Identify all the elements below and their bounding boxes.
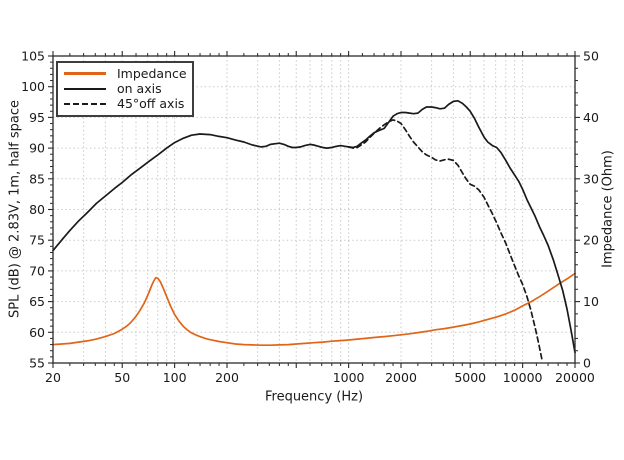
svg-text:50: 50 bbox=[583, 49, 599, 64]
svg-text:40: 40 bbox=[583, 110, 599, 125]
legend-item-impedance: Impedance bbox=[64, 66, 187, 81]
svg-text:1000: 1000 bbox=[333, 370, 365, 385]
y-right-axis-title: Impedance (Ohm) bbox=[600, 150, 616, 268]
svg-text:10000: 10000 bbox=[503, 370, 543, 385]
svg-text:2000: 2000 bbox=[385, 370, 417, 385]
svg-text:105: 105 bbox=[21, 49, 45, 64]
svg-text:65: 65 bbox=[29, 294, 45, 309]
svg-text:20000: 20000 bbox=[555, 370, 595, 385]
svg-text:0: 0 bbox=[583, 356, 591, 371]
svg-text:10: 10 bbox=[583, 294, 599, 309]
svg-text:200: 200 bbox=[215, 370, 239, 385]
svg-text:85: 85 bbox=[29, 171, 45, 186]
svg-text:100: 100 bbox=[163, 370, 187, 385]
svg-text:20: 20 bbox=[583, 233, 599, 248]
svg-text:70: 70 bbox=[29, 263, 45, 278]
off-axis-line-swatch bbox=[64, 102, 106, 105]
svg-text:75: 75 bbox=[29, 233, 45, 248]
svg-text:5000: 5000 bbox=[454, 370, 486, 385]
legend-item-off-axis: 45°off axis bbox=[64, 96, 186, 111]
svg-text:80: 80 bbox=[29, 202, 45, 217]
legend-label-off-axis: 45°off axis bbox=[117, 96, 185, 111]
y-left-axis-title: SPL (dB) @ 2.83V, 1m, half space bbox=[7, 99, 23, 319]
legend-item-on-axis: on axis bbox=[64, 81, 186, 96]
svg-text:95: 95 bbox=[29, 110, 45, 125]
svg-text:55: 55 bbox=[29, 356, 45, 371]
svg-text:50: 50 bbox=[114, 370, 130, 385]
legend-label-impedance: Impedance bbox=[117, 66, 187, 81]
on-axis-line-swatch bbox=[64, 87, 106, 90]
legend-label-on-axis: on axis bbox=[117, 81, 162, 96]
svg-text:100: 100 bbox=[21, 79, 45, 94]
svg-text:30: 30 bbox=[583, 171, 599, 186]
legend: Impedance on axis 45°off axis bbox=[56, 61, 194, 117]
impedance-line-swatch bbox=[64, 72, 106, 75]
x-axis-title: Frequency (Hz) bbox=[264, 389, 364, 405]
svg-text:90: 90 bbox=[29, 141, 45, 156]
svg-text:60: 60 bbox=[29, 325, 45, 340]
svg-text:20: 20 bbox=[45, 370, 61, 385]
